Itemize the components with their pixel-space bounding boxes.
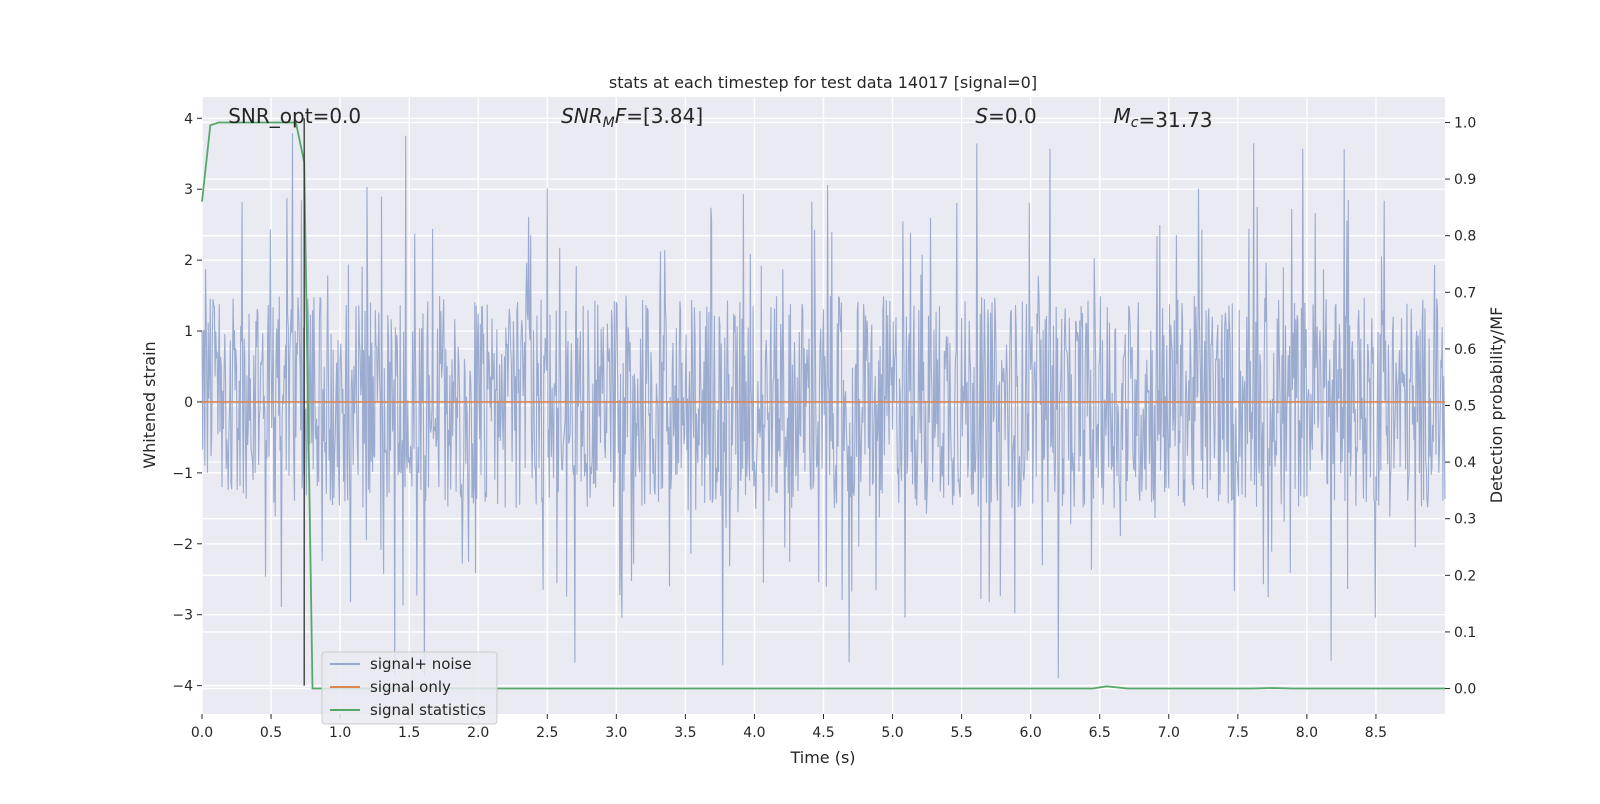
x-tick-label: 1.5 <box>398 725 420 741</box>
x-tick-label: 5.0 <box>881 725 903 741</box>
y2-tick-label: 0.4 <box>1454 455 1476 471</box>
legend-label: signal statistics <box>370 701 486 719</box>
annotation-label: SNRMF=[3.84] <box>561 104 703 131</box>
y-tick-label: −3 <box>172 608 193 624</box>
annotation-label: S=0.0 <box>975 104 1036 128</box>
y-tick-label: 1 <box>184 324 193 340</box>
legend-label: signal+ noise <box>370 655 472 673</box>
x-tick-label: 7.0 <box>1158 725 1180 741</box>
annotation-label: Mc=31.73 <box>1114 104 1213 132</box>
y-tick-label: 3 <box>184 182 193 198</box>
y2-tick-label: 0.7 <box>1454 285 1476 301</box>
x-tick-label: 2.0 <box>467 725 489 741</box>
chart-title: stats at each timestep for test data 140… <box>609 73 1037 92</box>
y-tick-label: 4 <box>184 111 193 127</box>
y-tick-label: −2 <box>172 537 193 553</box>
x-tick-label: 0.5 <box>260 725 282 741</box>
axes: 0.0 0.5 1.0 1.5 2.0 2.5 3.0 3.5 4.0 4.5 5.0 5.5 6.0 6… <box>172 111 1476 741</box>
y2-tick-label: 0.3 <box>1454 512 1476 528</box>
y2-tick-label: 0.5 <box>1454 399 1476 415</box>
legend: signal+ noise signal only signal statistic… <box>321 651 498 725</box>
series-signal-statistics-line <box>201 121 1445 690</box>
x-tick-label: 0.0 <box>191 725 213 741</box>
gridlines <box>201 97 1445 714</box>
legend-label: signal only <box>370 678 451 696</box>
y2-tick-label: 0.9 <box>1454 172 1476 188</box>
x-tick-label: 4.5 <box>812 725 834 741</box>
y2-tick-label: 0.1 <box>1454 625 1476 641</box>
x-tick-label: 5.5 <box>950 725 972 741</box>
x-tick-label: 2.5 <box>536 725 558 741</box>
x-tick-label: 7.5 <box>1227 725 1249 741</box>
y2-tick-label: 0.2 <box>1454 568 1476 584</box>
y2-tick-label: 0.8 <box>1454 229 1476 245</box>
y2-axis-label: Detection probability/MF <box>1487 307 1506 504</box>
annotation-label: SNR_opt=0.0 <box>228 104 361 128</box>
x-tick-label: 6.5 <box>1089 725 1111 741</box>
y-axis-label: Whitened strain <box>140 341 159 468</box>
y2-tick-label: 0.0 <box>1454 682 1476 698</box>
x-tick-label: 1.0 <box>329 725 351 741</box>
x-tick-label: 8.0 <box>1296 725 1318 741</box>
y-tick-label: 2 <box>184 253 193 269</box>
annotations: SNR_opt=0.0 SNRMF=[3.84] S=0.0 Mc=31.73 <box>228 104 1212 132</box>
y-tick-label: −4 <box>172 679 193 695</box>
y2-tick-label: 0.6 <box>1454 342 1476 358</box>
x-tick-label: 8.5 <box>1365 725 1387 741</box>
x-tick-label: 3.0 <box>605 725 627 741</box>
x-tick-label: 4.0 <box>743 725 765 741</box>
y2-tick-label: 1.0 <box>1454 115 1476 131</box>
x-tick-label: 6.0 <box>1020 725 1042 741</box>
x-tick-label: 3.5 <box>674 725 696 741</box>
x-axis-label: Time (s) <box>789 748 855 767</box>
series-signal-noise-line <box>201 133 1446 679</box>
y-tick-label: −1 <box>172 466 193 482</box>
legend-box <box>321 651 498 725</box>
data-layer <box>201 118 1446 690</box>
y-tick-label: 0 <box>184 395 193 411</box>
